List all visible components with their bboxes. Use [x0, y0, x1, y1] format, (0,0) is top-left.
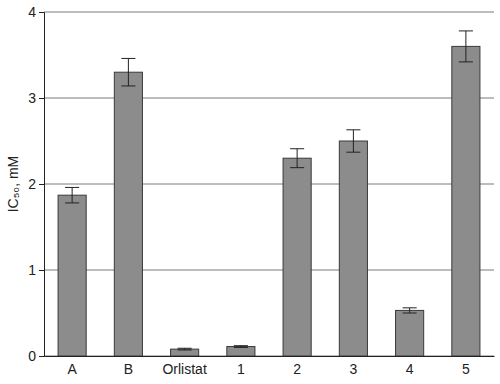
- error-stem: [465, 31, 466, 62]
- error-stem: [297, 149, 298, 168]
- plot: 0 1 2 3 4 A B Orlistat 1 2 3 4 5: [28, 4, 494, 377]
- error-stem: [128, 58, 129, 86]
- y-tick: 1: [28, 262, 44, 278]
- x-axis-line: [45, 356, 495, 357]
- bar: [171, 349, 199, 356]
- y-tick-label: 2: [28, 176, 36, 192]
- error-cap: [65, 202, 79, 203]
- y-axis-title: IC₅₀, mM: [5, 156, 21, 213]
- x-tick-label: Orlistat: [162, 361, 206, 377]
- bar: [396, 310, 424, 356]
- error-cap: [178, 349, 192, 350]
- error-cap: [121, 58, 135, 59]
- bar: [452, 46, 480, 356]
- x-tick-label: A: [67, 361, 77, 377]
- grid-line: [44, 184, 494, 185]
- x-tick-label: 5: [462, 361, 470, 377]
- x-axis: A B Orlistat 1 2 3 4 5: [45, 356, 495, 377]
- grid-line: [44, 270, 494, 271]
- y-tick-mark: [39, 184, 44, 185]
- error-cap: [178, 348, 192, 349]
- error-cap: [290, 148, 304, 149]
- error-cap: [459, 30, 473, 31]
- y-axis-line: [39, 13, 45, 357]
- y-tick-label: 4: [28, 4, 36, 20]
- bar: [227, 347, 255, 356]
- error-bar: [121, 58, 135, 86]
- error-stem: [409, 308, 410, 313]
- y-axis: 0 1 2 3 4: [28, 4, 44, 364]
- error-bar: [459, 31, 473, 62]
- x-tick-label: B: [124, 361, 133, 377]
- error-cap: [403, 313, 417, 314]
- error-stem: [353, 130, 354, 152]
- chart: 0 1 2 3 4 A B Orlistat 1 2 3 4 5 IC₅₀, mM: [0, 0, 500, 384]
- y-tick: 2: [28, 176, 44, 192]
- bar: [339, 141, 367, 356]
- error-cap: [234, 345, 248, 346]
- error-cap: [65, 187, 79, 188]
- error-cap: [346, 129, 360, 130]
- x-tick: 3: [349, 356, 357, 377]
- grid-line: [44, 98, 494, 99]
- x-tick-label: 3: [349, 361, 357, 377]
- grid: [44, 12, 494, 356]
- x-tick: 2: [293, 356, 301, 377]
- y-tick-mark: [39, 270, 44, 271]
- x-tick-label: 2: [293, 361, 301, 377]
- y-tick-mark: [39, 356, 44, 357]
- grid-line: [44, 12, 494, 13]
- y-tick-label: 3: [28, 90, 36, 106]
- y-tick: 0: [28, 348, 44, 364]
- x-tick-label: 1: [237, 361, 245, 377]
- error-cap: [403, 307, 417, 308]
- y-tick-mark: [39, 12, 44, 13]
- y-tick: 3: [28, 90, 44, 106]
- marks: [58, 31, 480, 356]
- error-stem: [72, 187, 73, 202]
- error-cap: [290, 167, 304, 168]
- x-tick-label: 4: [406, 361, 414, 377]
- y-tick-label: 1: [28, 262, 36, 278]
- grid-line: [44, 356, 494, 357]
- error-cap: [234, 347, 248, 348]
- error-cap: [459, 61, 473, 62]
- error-bar: [65, 187, 79, 202]
- x-tick: A: [67, 356, 77, 377]
- error-bar: [403, 308, 417, 313]
- error-bar: [234, 346, 248, 348]
- bar: [114, 72, 142, 356]
- error-cap: [346, 152, 360, 153]
- y-tick-label: 0: [28, 348, 36, 364]
- x-tick: 1: [237, 356, 245, 377]
- bar: [283, 158, 311, 356]
- x-tick: 5: [462, 356, 470, 377]
- x-tick: 4: [406, 356, 414, 377]
- x-tick: Orlistat: [162, 356, 206, 377]
- y-tick: 4: [28, 4, 44, 20]
- x-tick: B: [124, 356, 133, 377]
- error-bar: [178, 348, 192, 350]
- error-bar: [346, 130, 360, 152]
- error-bar: [290, 149, 304, 168]
- bar: [58, 195, 86, 356]
- y-tick-mark: [39, 98, 44, 99]
- error-cap: [121, 85, 135, 86]
